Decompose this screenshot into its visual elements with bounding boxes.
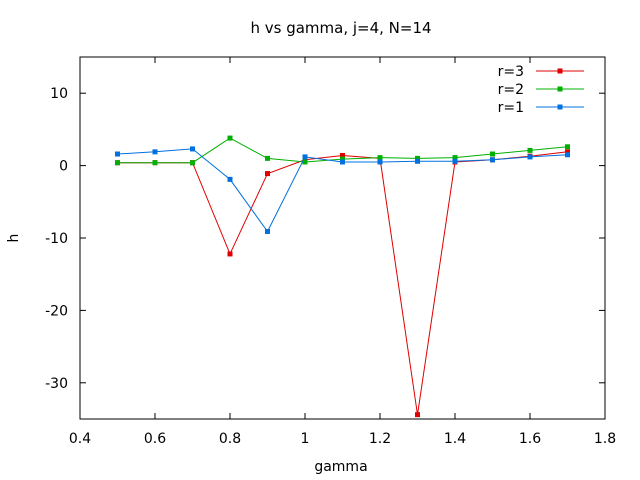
series-r=3 xyxy=(115,149,570,418)
series-r=1 xyxy=(115,146,570,234)
data-point xyxy=(565,149,570,155)
data-point xyxy=(340,152,345,158)
data-point xyxy=(302,154,308,160)
x-tick-label: 0.6 xyxy=(144,431,166,447)
x-tick-label: 0.8 xyxy=(219,431,241,447)
y-tick-label: -30 xyxy=(45,376,68,392)
series-line xyxy=(117,151,568,415)
data-point xyxy=(227,176,233,182)
legend-marker xyxy=(557,68,563,74)
data-point xyxy=(152,160,158,166)
x-tick-label: 1.2 xyxy=(369,431,391,447)
data-point xyxy=(565,144,570,150)
data-point xyxy=(302,159,308,165)
plot-area-border xyxy=(79,56,606,420)
legend-label: r=3 xyxy=(498,64,524,80)
data-point xyxy=(265,171,270,177)
data-point xyxy=(115,151,120,157)
chart-title: h vs gamma, j=4, N=14 xyxy=(250,19,431,37)
y-tick-label: -10 xyxy=(45,231,68,247)
data-point xyxy=(377,155,383,161)
data-point xyxy=(415,412,420,418)
data-point xyxy=(265,155,270,161)
y-tick-label: 10 xyxy=(50,86,68,102)
data-point xyxy=(227,251,233,257)
data-point xyxy=(115,160,120,166)
data-point xyxy=(490,157,495,163)
x-tick-label: 1.6 xyxy=(519,431,541,447)
data-point xyxy=(340,156,345,162)
axis-ticks: 0.4 0.6 0.8 1 1.2 1.4 1.6 1.8 10 0 -10 -20 -30 xyxy=(45,57,616,447)
data-point xyxy=(265,228,270,234)
x-tick-label: 1 xyxy=(301,431,310,447)
data-point xyxy=(415,155,420,161)
data-point xyxy=(340,159,345,165)
y-tick-label: 0 xyxy=(59,159,68,175)
x-tick-label: 1.8 xyxy=(594,431,616,447)
data-point xyxy=(190,146,195,152)
legend-marker xyxy=(557,86,563,92)
data-point xyxy=(227,135,233,141)
series-layer xyxy=(115,135,570,418)
data-point xyxy=(490,151,495,157)
data-point xyxy=(527,147,533,153)
x-axis-label: gamma xyxy=(314,459,367,475)
legend-marker xyxy=(557,104,563,110)
legend-label: r=1 xyxy=(498,100,524,116)
legend: r=3 r=2 r=1 xyxy=(498,64,584,116)
data-point xyxy=(452,155,458,161)
data-point xyxy=(190,160,195,166)
y-tick-label: -20 xyxy=(45,303,68,319)
y-axis-label: h xyxy=(6,234,22,243)
data-point xyxy=(452,158,458,164)
data-point xyxy=(527,154,533,160)
data-point xyxy=(152,149,158,155)
x-tick-label: 0.4 xyxy=(69,431,91,447)
x-tick-label: 1.4 xyxy=(444,431,466,447)
data-point xyxy=(415,158,420,164)
data-point xyxy=(377,159,383,165)
series-r=2 xyxy=(115,135,570,166)
legend-label: r=2 xyxy=(498,82,524,98)
data-point xyxy=(565,152,570,158)
